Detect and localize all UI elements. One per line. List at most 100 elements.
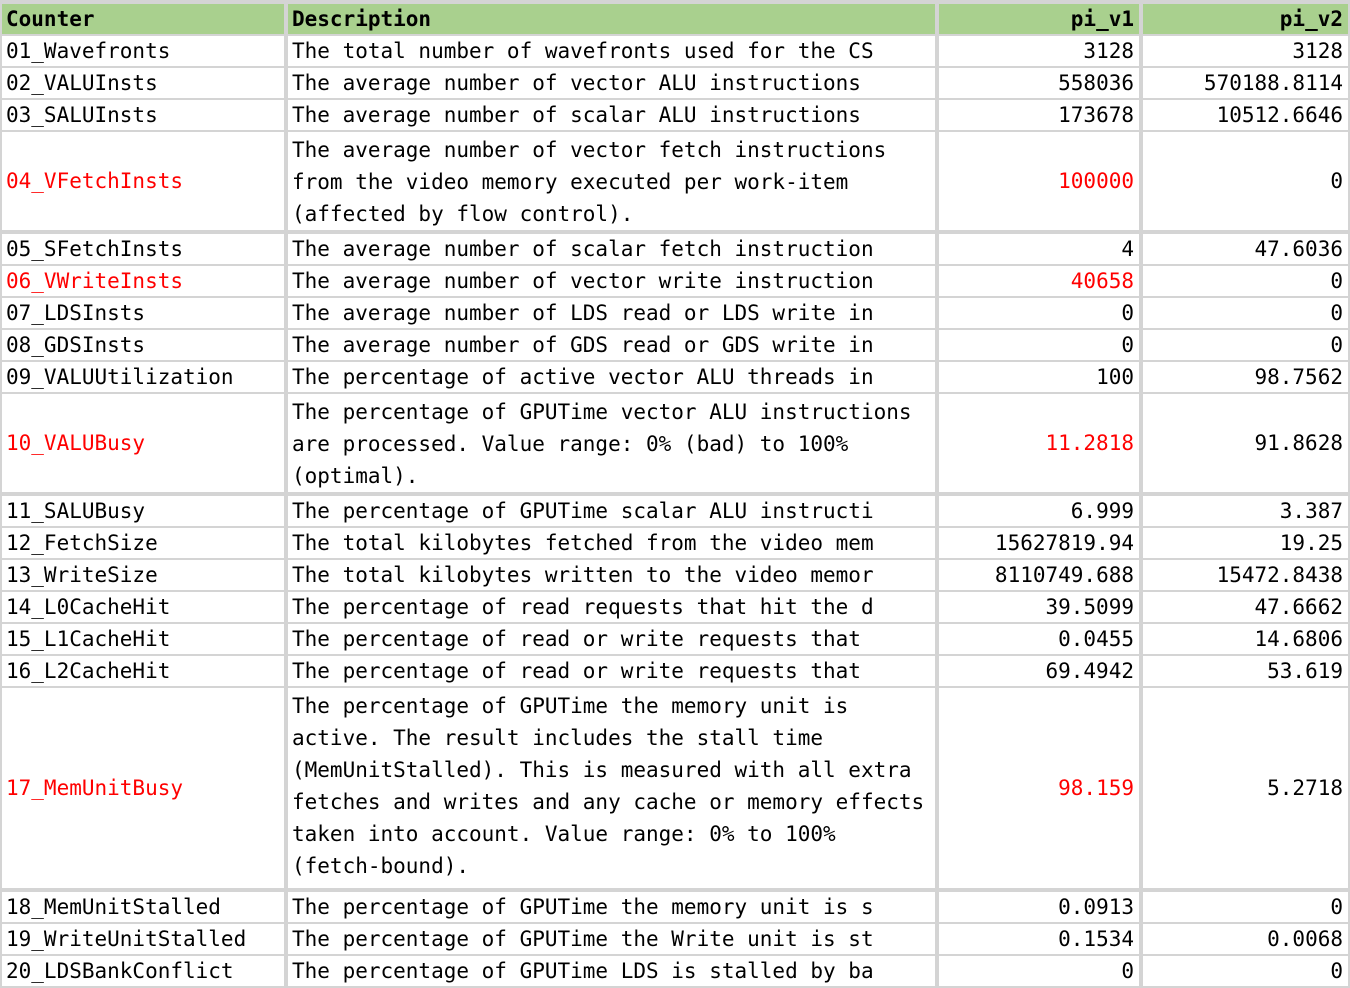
pi-v1-cell[interactable]: 69.4942 [939, 656, 1139, 686]
table-row: 06_VWriteInsts The average number of vect… [0, 266, 1350, 296]
pi-v2-cell[interactable]: 19.25 [1143, 528, 1348, 558]
description-cell[interactable]: The percentage of GPUTime the Write unit… [288, 924, 935, 954]
pi-v2-cell[interactable]: 0 [1143, 330, 1348, 360]
table-row: 20_LDSBankConflict The percentage of GPUT… [0, 956, 1350, 986]
counter-cell[interactable]: 15_L1CacheHit [2, 624, 284, 654]
pi-v2-cell[interactable]: 0.0068 [1143, 924, 1348, 954]
description-cell[interactable]: The percentage of GPUTime the memory uni… [288, 688, 935, 888]
description-cell[interactable]: The average number of scalar fetch instr… [288, 234, 935, 264]
counter-cell[interactable]: 04_VFetchInsts [2, 132, 284, 230]
header-pi-v2[interactable]: pi_v2 [1143, 4, 1348, 34]
pi-v1-cell[interactable]: 558036 [939, 68, 1139, 98]
pi-v1-cell[interactable]: 40658 [939, 266, 1139, 296]
pi-v2-cell[interactable]: 570188.8114 [1143, 68, 1348, 98]
counter-cell[interactable]: 11_SALUBusy [2, 496, 284, 526]
pi-v1-cell[interactable]: 15627819.94 [939, 528, 1139, 558]
pi-v2-cell[interactable]: 3128 [1143, 36, 1348, 66]
pi-v2-cell[interactable]: 0 [1143, 892, 1348, 922]
pi-v1-cell[interactable]: 100 [939, 362, 1139, 392]
counter-cell[interactable]: 14_L0CacheHit [2, 592, 284, 622]
description-cell[interactable]: The percentage of read or write requests… [288, 656, 935, 686]
pi-v2-cell[interactable]: 0 [1143, 298, 1348, 328]
counter-cell[interactable]: 06_VWriteInsts [2, 266, 284, 296]
pi-v2-cell[interactable]: 10512.6646 [1143, 100, 1348, 130]
pi-v2-cell[interactable]: 3.387 [1143, 496, 1348, 526]
table-row: 03_SALUInsts The average number of scalar… [0, 100, 1350, 130]
counter-cell[interactable]: 03_SALUInsts [2, 100, 284, 130]
header-description[interactable]: Description [288, 4, 935, 34]
table-row: 19_WriteUnitStalled The percentage of GPU… [0, 924, 1350, 954]
counter-cell[interactable]: 17_MemUnitBusy [2, 688, 284, 888]
table-row: 07_LDSInsts The average number of LDS rea… [0, 298, 1350, 328]
description-cell[interactable]: The percentage of read requests that hit… [288, 592, 935, 622]
pi-v1-cell[interactable]: 8110749.688 [939, 560, 1139, 590]
header-pi-v1[interactable]: pi_v1 [939, 4, 1139, 34]
description-cell[interactable]: The average number of vector fetch instr… [288, 132, 935, 230]
counter-cell[interactable]: 20_LDSBankConflict [2, 956, 284, 986]
counter-cell[interactable]: 07_LDSInsts [2, 298, 284, 328]
description-cell[interactable]: The average number of vector write instr… [288, 266, 935, 296]
pi-v1-cell[interactable]: 98.159 [939, 688, 1139, 888]
counter-cell[interactable]: 01_Wavefronts [2, 36, 284, 66]
description-cell[interactable]: The percentage of active vector ALU thre… [288, 362, 935, 392]
description-cell[interactable]: The percentage of GPUTime scalar ALU ins… [288, 496, 935, 526]
pi-v2-cell[interactable]: 98.7562 [1143, 362, 1348, 392]
counter-cell[interactable]: 02_VALUInsts [2, 68, 284, 98]
table-row: 09_VALUUtilization The percentage of acti… [0, 362, 1350, 392]
counter-cell[interactable]: 05_SFetchInsts [2, 234, 284, 264]
description-cell[interactable]: The percentage of GPUTime LDS is stalled… [288, 956, 935, 986]
pi-v1-cell[interactable]: 0.0913 [939, 892, 1139, 922]
pi-v1-cell[interactable]: 100000 [939, 132, 1139, 230]
pi-v1-cell[interactable]: 0 [939, 298, 1139, 328]
counter-cell[interactable]: 18_MemUnitStalled [2, 892, 284, 922]
description-cell[interactable]: The total kilobytes fetched from the vid… [288, 528, 935, 558]
pi-v1-cell[interactable]: 0 [939, 956, 1139, 986]
description-cell[interactable]: The average number of vector ALU instruc… [288, 68, 935, 98]
description-cell[interactable]: The total kilobytes written to the video… [288, 560, 935, 590]
counter-cell[interactable]: 19_WriteUnitStalled [2, 924, 284, 954]
description-cell[interactable]: The percentage of GPUTime vector ALU ins… [288, 394, 935, 492]
counter-cell[interactable]: 12_FetchSize [2, 528, 284, 558]
counter-cell[interactable]: 08_GDSInsts [2, 330, 284, 360]
pi-v1-cell[interactable]: 4 [939, 234, 1139, 264]
counter-cell[interactable]: 10_VALUBusy [2, 394, 284, 492]
table-row: 17_MemUnitBusy The percentage of GPUTime … [0, 688, 1350, 888]
counter-cell[interactable]: 16_L2CacheHit [2, 656, 284, 686]
pi-v2-cell[interactable]: 91.8628 [1143, 394, 1348, 492]
table-row: 15_L1CacheHit The percentage of read or w… [0, 624, 1350, 654]
pi-v2-cell[interactable]: 15472.8438 [1143, 560, 1348, 590]
pi-v2-cell[interactable]: 0 [1143, 132, 1348, 230]
table-row: 11_SALUBusy The percentage of GPUTime sca… [0, 496, 1350, 526]
table-row: 05_SFetchInsts The average number of scal… [0, 234, 1350, 264]
description-cell[interactable]: The percentage of read or write requests… [288, 624, 935, 654]
table-row: 01_Wavefronts The total number of wavefro… [0, 36, 1350, 66]
description-cell[interactable]: The average number of LDS read or LDS wr… [288, 298, 935, 328]
counter-cell[interactable]: 09_VALUUtilization [2, 362, 284, 392]
description-cell[interactable]: The average number of scalar ALU instruc… [288, 100, 935, 130]
pi-v2-cell[interactable]: 0 [1143, 956, 1348, 986]
description-cell[interactable]: The average number of GDS read or GDS wr… [288, 330, 935, 360]
pi-v1-cell[interactable]: 3128 [939, 36, 1139, 66]
description-cell[interactable]: The percentage of GPUTime the memory uni… [288, 892, 935, 922]
pi-v2-cell[interactable]: 47.6662 [1143, 592, 1348, 622]
pi-v2-cell[interactable]: 14.6806 [1143, 624, 1348, 654]
pi-v1-cell[interactable]: 0.1534 [939, 924, 1139, 954]
table-row: 13_WriteSize The total kilobytes written … [0, 560, 1350, 590]
pi-v1-cell[interactable]: 0.0455 [939, 624, 1139, 654]
pi-v2-cell[interactable]: 5.2718 [1143, 688, 1348, 888]
table-row: 10_VALUBusy The percentage of GPUTime vec… [0, 394, 1350, 492]
table-row: 08_GDSInsts The average number of GDS rea… [0, 330, 1350, 360]
pi-v1-cell[interactable]: 173678 [939, 100, 1139, 130]
pi-v2-cell[interactable]: 53.619 [1143, 656, 1348, 686]
pi-v2-cell[interactable]: 0 [1143, 266, 1348, 296]
pi-v1-cell[interactable]: 39.5099 [939, 592, 1139, 622]
pi-v1-cell[interactable]: 0 [939, 330, 1139, 360]
pi-v1-cell[interactable]: 11.2818 [939, 394, 1139, 492]
counter-cell[interactable]: 13_WriteSize [2, 560, 284, 590]
pi-v1-cell[interactable]: 6.999 [939, 496, 1139, 526]
header-counter[interactable]: Counter [2, 4, 284, 34]
table-row: 16_L2CacheHit The percentage of read or w… [0, 656, 1350, 686]
pi-v2-cell[interactable]: 47.6036 [1143, 234, 1348, 264]
description-cell[interactable]: The total number of wavefronts used for … [288, 36, 935, 66]
